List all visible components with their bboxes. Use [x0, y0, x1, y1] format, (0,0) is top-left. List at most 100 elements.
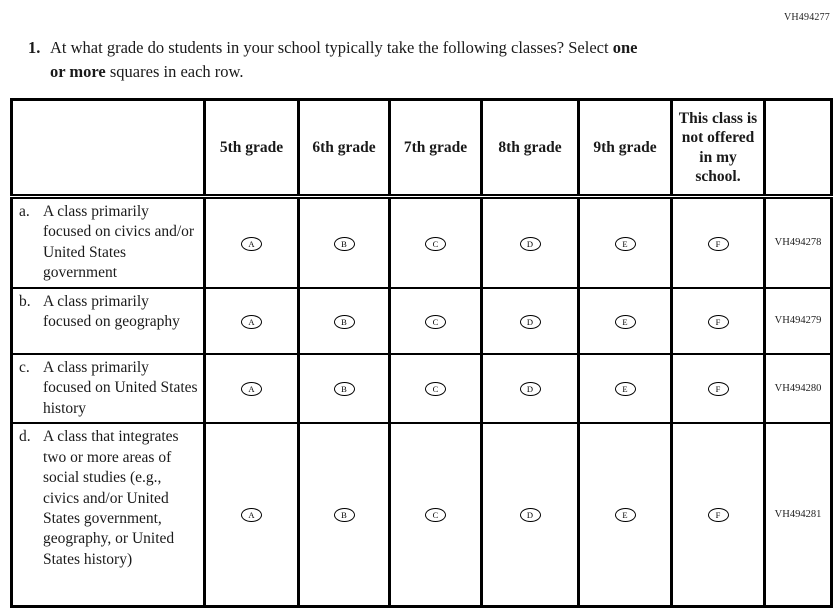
row-d-bubble-cell-9th: E [577, 422, 673, 608]
row-b-text: A class primarily focused on geography [43, 292, 180, 331]
bubble-letter: D [526, 510, 534, 521]
row-c-label-cell: c. A class primarily focused on United S… [10, 352, 206, 425]
row-c-text: A class primarily focused on United Stat… [43, 358, 198, 417]
row-a-bubble-cell-9th: E [577, 195, 673, 289]
row-b-bubble-cell-8th: D [480, 286, 580, 355]
row-d-bubble-cell-6th: B [297, 422, 391, 608]
answer-bubble-a-not-offered[interactable]: F [707, 236, 729, 251]
row-c-bubble-cell-8th: D [480, 352, 580, 425]
answer-bubble-a-8th[interactable]: D [519, 236, 541, 251]
row-b-bubble-cell-6th: B [297, 286, 391, 355]
answer-bubble-c-6th[interactable]: B [333, 382, 355, 397]
header-code-column [763, 98, 833, 199]
bubble-letter: B [341, 238, 347, 249]
answer-bubble-b-9th[interactable]: E [614, 314, 636, 329]
table-row-a: a. A class primarily focused on civics a… [10, 195, 833, 289]
row-d-bubble-cell-not-offered: F [670, 422, 766, 608]
answer-bubble-c-9th[interactable]: E [614, 382, 636, 397]
bubble-letter: F [715, 316, 721, 327]
bubble-letter: D [526, 316, 534, 327]
row-b-letter: b. [19, 292, 31, 310]
row-b-bubble-cell-5th: A [203, 286, 300, 355]
table-row-d: d. A class that integrates two or more a… [10, 422, 833, 608]
header-7th-grade: 7th grade [388, 98, 483, 199]
row-d-bubble-cell-7th: C [388, 422, 483, 608]
answer-bubble-c-7th[interactable]: C [425, 382, 446, 397]
bubble-letter: F [715, 510, 721, 521]
row-a-letter: a. [19, 203, 30, 220]
question-text-part2: squares in each row. [105, 61, 244, 81]
row-c-bubble-cell-9th: E [577, 352, 673, 425]
answer-bubble-d-9th[interactable]: E [614, 508, 636, 523]
bubble-letter: A [248, 384, 255, 395]
row-a-item-code: VH494278 [763, 195, 833, 289]
answer-bubble-b-6th[interactable]: B [333, 314, 355, 329]
bubble-letter: F [715, 384, 721, 395]
row-d-bubble-cell-8th: D [480, 422, 580, 608]
row-b-bubble-cell-9th: E [577, 286, 673, 355]
question-text-part1: At what grade do students in your school… [50, 38, 613, 57]
bubble-letter: C [432, 316, 439, 327]
answer-bubble-c-5th[interactable]: A [241, 382, 262, 397]
answer-bubble-a-6th[interactable]: B [333, 236, 355, 251]
question-block: 1. At what grade do students in your sch… [28, 36, 758, 84]
row-d-item-code: VH494281 [763, 422, 833, 608]
answer-bubble-b-7th[interactable]: C [425, 314, 446, 329]
answer-bubble-d-8th[interactable]: D [519, 508, 541, 523]
header-not-offered: This class is not offered in my school. [670, 98, 766, 199]
header-5th-grade: 5th grade [203, 98, 300, 199]
answer-bubble-c-8th[interactable]: D [519, 382, 541, 397]
row-d-text: A class that integrates two or more area… [43, 428, 179, 568]
row-a-text: A class primarily focused on civics and/… [43, 203, 195, 282]
row-d-bubble-cell-5th: A [203, 422, 300, 608]
row-a-bubble-cell-6th: B [297, 195, 391, 289]
bubble-letter: E [622, 238, 628, 249]
answer-bubble-b-8th[interactable]: D [519, 314, 541, 329]
bubble-letter: A [248, 510, 255, 521]
answer-bubble-a-9th[interactable]: E [614, 236, 636, 251]
page-form-code: VH494277 [783, 12, 830, 23]
question-bold-or-more: or more [50, 61, 106, 81]
row-b-label-cell: b. A class primarily focused on geograph… [10, 286, 206, 355]
answer-bubble-a-7th[interactable]: C [425, 236, 446, 251]
answer-bubble-a-5th[interactable]: A [241, 236, 262, 251]
question-text: At what grade do students in your school… [50, 36, 637, 84]
row-b-bubble-cell-7th: C [388, 286, 483, 355]
bubble-letter: E [622, 510, 628, 521]
bubble-letter: A [248, 316, 255, 327]
header-8th-grade: 8th grade [480, 98, 580, 199]
row-a-bubble-cell-8th: D [480, 195, 580, 289]
answer-bubble-d-6th[interactable]: B [333, 508, 355, 523]
bubble-letter: B [341, 316, 347, 327]
row-d-letter: d. [19, 428, 31, 446]
row-a-bubble-cell-7th: C [388, 195, 483, 289]
row-a-bubble-cell-5th: A [203, 195, 300, 289]
answer-bubble-b-not-offered[interactable]: F [707, 314, 729, 329]
answer-bubble-b-5th[interactable]: A [241, 314, 262, 329]
question-bold-one: one [612, 38, 638, 57]
header-6th-grade: 6th grade [297, 98, 391, 199]
answer-bubble-d-5th[interactable]: A [241, 508, 262, 523]
bubble-letter: C [432, 238, 439, 249]
row-b-bubble-cell-not-offered: F [670, 286, 766, 355]
question-number: 1. [28, 38, 41, 57]
row-c-bubble-cell-7th: C [388, 352, 483, 425]
row-c-bubble-cell-not-offered: F [670, 352, 766, 425]
row-a-label-cell: a. A class primarily focused on civics a… [10, 195, 206, 289]
table-row-c: c. A class primarily focused on United S… [10, 352, 833, 425]
row-b-item-code: VH494279 [763, 286, 833, 355]
grade-selection-table: 5th grade 6th grade 7th grade 8th grade … [10, 98, 833, 608]
bubble-letter: E [622, 384, 628, 395]
answer-bubble-d-not-offered[interactable]: F [707, 508, 729, 523]
answer-bubble-d-7th[interactable]: C [425, 508, 446, 523]
table-header-row: 5th grade 6th grade 7th grade 8th grade … [10, 98, 833, 199]
bubble-letter: F [715, 238, 721, 249]
row-c-bubble-cell-5th: A [203, 352, 300, 425]
bubble-letter: D [526, 238, 534, 249]
bubble-letter: B [341, 510, 347, 521]
row-d-label-cell: d. A class that integrates two or more a… [10, 422, 206, 608]
row-c-item-code: VH494280 [763, 352, 833, 425]
answer-bubble-c-not-offered[interactable]: F [707, 382, 729, 397]
table-row-b: b. A class primarily focused on geograph… [10, 286, 833, 355]
